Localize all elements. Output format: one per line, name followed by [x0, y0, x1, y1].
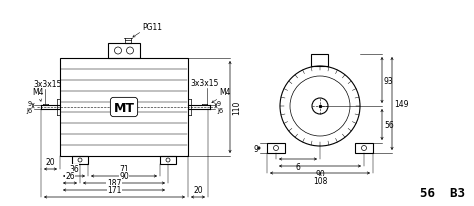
- Text: 9: 9: [253, 144, 258, 153]
- Bar: [160, 156, 176, 164]
- Text: 26: 26: [65, 172, 75, 181]
- Text: 36: 36: [69, 165, 79, 174]
- Text: 93: 93: [384, 76, 394, 85]
- Text: 20: 20: [46, 158, 55, 167]
- Text: 9
J6: 9 J6: [26, 100, 32, 113]
- Bar: [60, 59, 188, 156]
- Bar: [355, 143, 373, 153]
- Text: 90: 90: [119, 172, 129, 181]
- Text: 6: 6: [296, 162, 301, 171]
- Bar: [311, 55, 328, 67]
- Bar: [108, 44, 140, 59]
- Text: 56: 56: [384, 121, 394, 129]
- Text: 56  B3: 56 B3: [420, 187, 465, 200]
- Text: 108: 108: [313, 176, 327, 185]
- Text: 3x3x15: 3x3x15: [191, 79, 219, 88]
- Text: 110: 110: [232, 100, 241, 115]
- Bar: [72, 156, 88, 164]
- Text: MT: MT: [113, 101, 135, 114]
- Text: 71: 71: [119, 165, 129, 174]
- Text: 9
J6: 9 J6: [217, 100, 223, 113]
- Text: 187: 187: [107, 179, 121, 188]
- Text: 90: 90: [315, 169, 325, 178]
- Bar: [267, 143, 285, 153]
- Text: 149: 149: [394, 99, 409, 109]
- Text: M4: M4: [219, 88, 230, 97]
- Text: PG11: PG11: [142, 23, 162, 32]
- Text: 20: 20: [193, 186, 203, 194]
- Text: 3x3x15: 3x3x15: [34, 80, 62, 89]
- Text: 171: 171: [107, 186, 122, 194]
- Text: M4: M4: [32, 88, 44, 97]
